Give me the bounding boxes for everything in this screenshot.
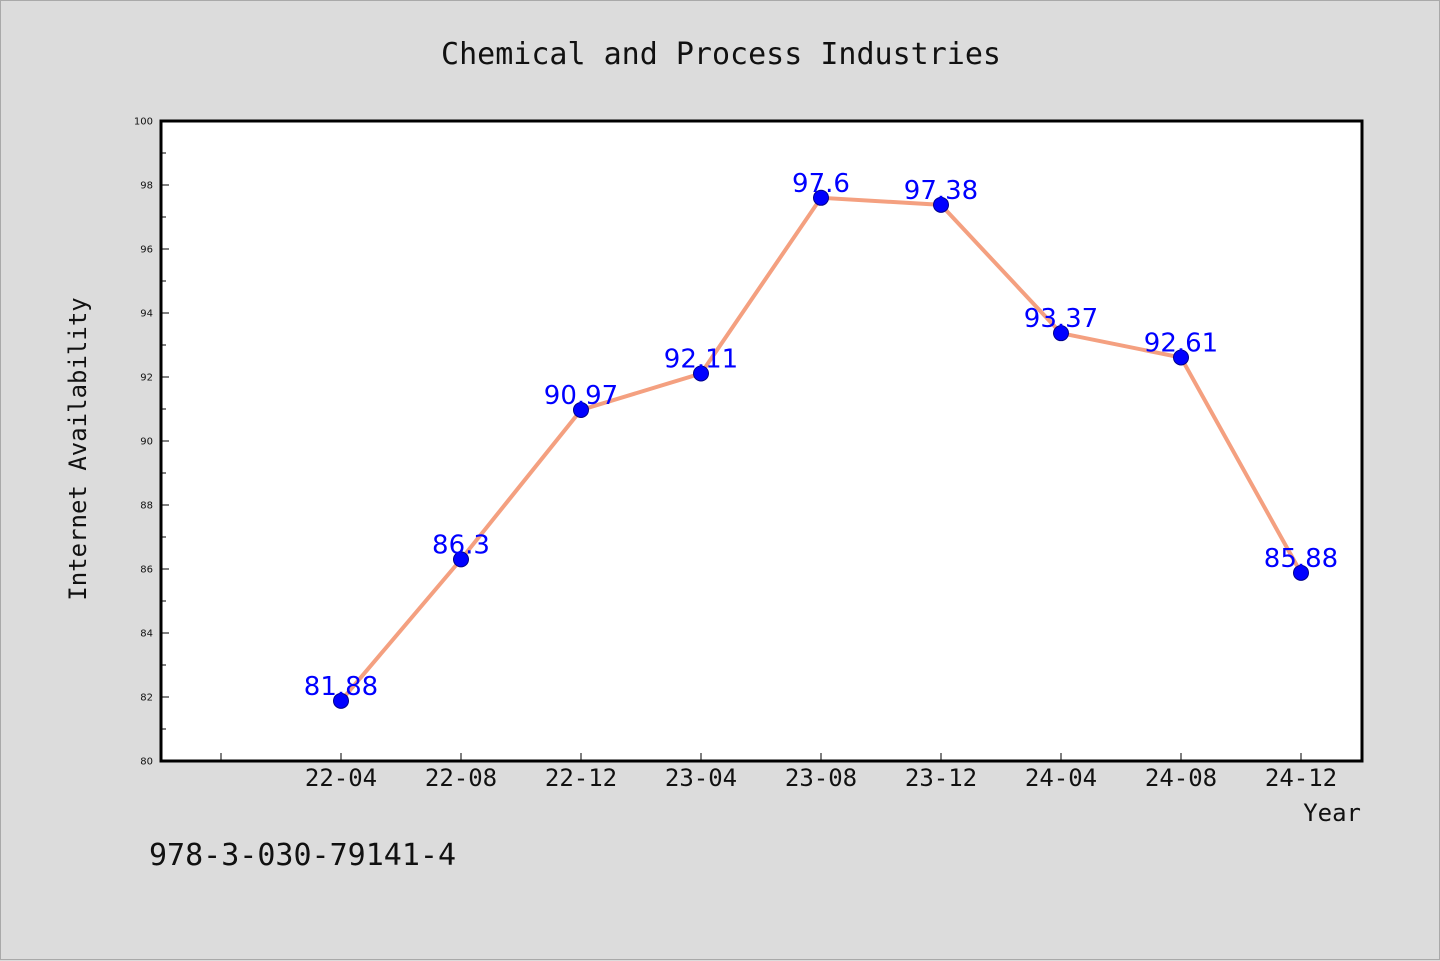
x-tick-label: 22-08 <box>425 764 497 792</box>
data-label: 92.11 <box>664 344 738 374</box>
data-point <box>1053 325 1069 342</box>
data-point <box>693 365 709 382</box>
chart-title: Chemical and Process Industries <box>441 37 1001 72</box>
y-axis: 80 82 84 86 88 90 92 94 96 98 100 <box>134 117 169 768</box>
isbn-annotation: 978-3-030-79141-4 <box>149 838 456 873</box>
data-point <box>573 401 589 418</box>
data-point <box>333 692 349 709</box>
y-tick-label: 82 <box>140 693 153 704</box>
y-tick-label: 88 <box>140 501 153 512</box>
x-tick-label: 24-12 <box>1265 764 1337 792</box>
y-tick-label: 84 <box>140 629 153 640</box>
x-axis: 22-04 22-08 22-12 23-04 23-08 23-12 24-04 24-08… <box>220 753 1337 792</box>
y-axis-label: Internet Availability <box>64 297 92 600</box>
x-tick-label: 23-12 <box>905 764 977 792</box>
y-tick-label: 100 <box>134 117 153 128</box>
data-label: 86.3 <box>432 530 490 560</box>
data-points <box>333 189 1309 709</box>
y-tick-label: 94 <box>140 309 153 320</box>
data-label: 85.88 <box>1264 544 1338 574</box>
y-tick-label: 86 <box>140 565 153 576</box>
data-label: 92.61 <box>1144 328 1218 358</box>
y-tick-label: 92 <box>140 373 153 384</box>
data-point <box>1173 349 1189 366</box>
data-label: 93.37 <box>1024 304 1098 334</box>
data-label: 97.38 <box>904 176 978 206</box>
data-point <box>933 196 949 213</box>
plot-area <box>159 119 1364 763</box>
data-point <box>813 189 829 206</box>
y-tick-label: 96 <box>140 245 153 256</box>
x-axis-label: Year <box>1303 799 1361 827</box>
x-tick-label: 24-04 <box>1025 764 1097 792</box>
x-tick-label: 22-04 <box>305 764 377 792</box>
y-tick-label: 80 <box>140 757 153 768</box>
x-tick-label: 23-08 <box>785 764 857 792</box>
data-label: 81.88 <box>304 672 378 702</box>
x-tick-label: 22-12 <box>545 764 617 792</box>
data-label: 97.6 <box>792 169 850 199</box>
data-point <box>453 551 469 568</box>
data-label: 90.97 <box>544 381 618 411</box>
x-tick-label: 24-08 <box>1145 764 1217 792</box>
x-tick-label: 23-04 <box>665 764 737 792</box>
data-point <box>1293 564 1309 581</box>
y-tick-label: 90 <box>140 437 153 448</box>
data-labels: 81.88 86.3 90.97 92.11 97.6 97.38 93.37 92.61 85… <box>304 169 1338 702</box>
y-tick-label: 98 <box>140 181 153 192</box>
